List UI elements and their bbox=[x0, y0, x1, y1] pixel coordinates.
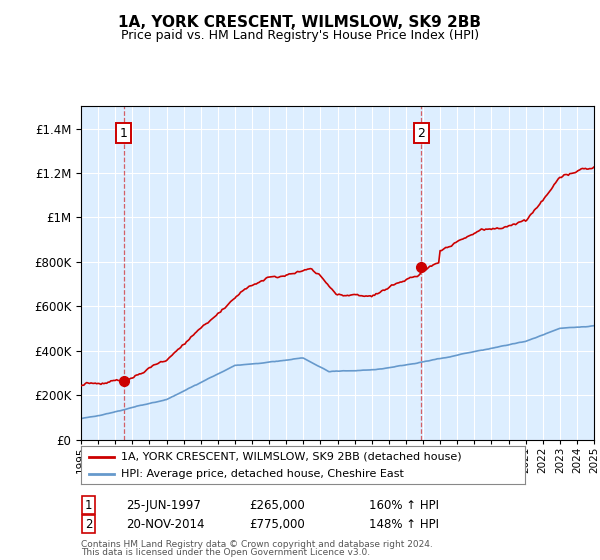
Text: Price paid vs. HM Land Registry's House Price Index (HPI): Price paid vs. HM Land Registry's House … bbox=[121, 29, 479, 42]
Text: HPI: Average price, detached house, Cheshire East: HPI: Average price, detached house, Ches… bbox=[121, 469, 404, 479]
Text: 148% ↑ HPI: 148% ↑ HPI bbox=[369, 517, 439, 531]
Text: 160% ↑ HPI: 160% ↑ HPI bbox=[369, 498, 439, 512]
Text: This data is licensed under the Open Government Licence v3.0.: This data is licensed under the Open Gov… bbox=[81, 548, 370, 557]
Text: 1A, YORK CRESCENT, WILMSLOW, SK9 2BB: 1A, YORK CRESCENT, WILMSLOW, SK9 2BB bbox=[119, 15, 482, 30]
Text: 20-NOV-2014: 20-NOV-2014 bbox=[126, 517, 205, 531]
Text: £265,000: £265,000 bbox=[249, 498, 305, 512]
Text: 1: 1 bbox=[120, 127, 128, 139]
Text: 1: 1 bbox=[85, 498, 92, 512]
Text: £775,000: £775,000 bbox=[249, 517, 305, 531]
Text: 1A, YORK CRESCENT, WILMSLOW, SK9 2BB (detached house): 1A, YORK CRESCENT, WILMSLOW, SK9 2BB (de… bbox=[121, 451, 461, 461]
Text: 2: 2 bbox=[418, 127, 425, 139]
Text: 25-JUN-1997: 25-JUN-1997 bbox=[126, 498, 201, 512]
Text: Contains HM Land Registry data © Crown copyright and database right 2024.: Contains HM Land Registry data © Crown c… bbox=[81, 540, 433, 549]
Text: 2: 2 bbox=[85, 517, 92, 531]
